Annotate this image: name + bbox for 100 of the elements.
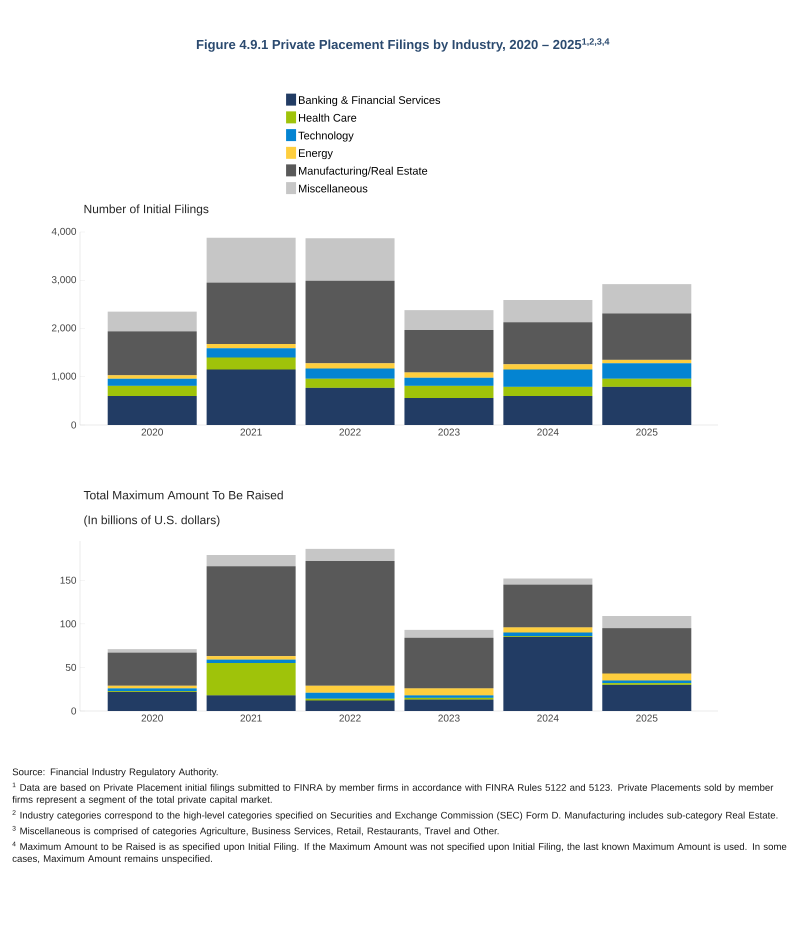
bar: [108, 686, 197, 688]
legend-label: Energy: [298, 149, 333, 160]
x-tick-label: 2023: [438, 714, 460, 722]
bar: [306, 692, 395, 699]
bar: [306, 363, 395, 369]
bar: [602, 378, 692, 387]
bar: [503, 396, 592, 426]
legend-label: Manufacturing/Real Estate: [298, 166, 428, 177]
bar: [602, 363, 692, 379]
bar: [503, 584, 592, 628]
bar: [404, 638, 494, 688]
bar: [602, 628, 692, 674]
bar: [108, 331, 197, 376]
bar: [306, 686, 395, 693]
bar: [404, 398, 494, 426]
bar: [206, 348, 296, 358]
x-tick-label: 2021: [240, 428, 262, 436]
bar: [503, 300, 592, 322]
bar: [602, 314, 692, 360]
bar: [206, 566, 296, 656]
chart-subtitle: Number of Initial Filings: [84, 204, 208, 216]
text: $^{4}$ Maximum Amount to be Raised is as specified upon Initial Filing. If the Maximum Amount was not specified upon Initial Filing, the last known Maximum Amount is used. In some cases, Maximum Amount remains unspecified.: [12, 842, 786, 864]
bar: [108, 649, 197, 653]
x-tick-label: 2025: [636, 428, 658, 436]
bar: [108, 688, 197, 691]
bar: [404, 630, 494, 638]
bar: [206, 660, 296, 664]
y-tick-label: 100: [60, 620, 76, 628]
bar: [206, 663, 296, 696]
text: $^{1}$ Data are based on Private Placement initial filings submitted to FINRA by member firms in accordance with FINRA Rules 5122 and 5123. Private Placements sold by member firms represent a segment of the total private capital market.: [12, 782, 774, 805]
legend-label: Technology: [298, 131, 354, 142]
bar: [602, 680, 692, 684]
bar: [206, 370, 296, 426]
bar: [404, 372, 494, 378]
x-tick-label: 2020: [142, 714, 163, 722]
bar: [503, 632, 592, 636]
bar: [602, 616, 692, 628]
bar: [503, 370, 592, 387]
x-tick-label: 2020: [142, 428, 163, 436]
bar: [503, 636, 592, 712]
y-tick-label: 2,000: [52, 324, 76, 333]
bar: [108, 396, 197, 426]
bar: [404, 700, 494, 712]
chart-title: Figure 4.9.1 Private Placement Filings by Industry, 2020 – 2025$^{1,2,3,4}$: [196, 38, 610, 52]
bar: [503, 364, 592, 370]
bar: [306, 368, 395, 379]
bar: [602, 386, 692, 426]
bar: [404, 378, 494, 386]
text: $^{2}$ Industry categories correspond to the high-level categories specified on Securities and Exchange Commission (SEC) Form D. Manufacturing includes sub-category Real Estate.: [12, 810, 778, 821]
bar: [602, 684, 692, 712]
bar: [108, 312, 197, 332]
bar: [306, 561, 395, 686]
bar: [404, 310, 494, 330]
x-tick-label: 2023: [438, 428, 460, 436]
bar: [306, 378, 395, 388]
bar: [602, 284, 692, 314]
bar: [108, 692, 197, 712]
bar: [306, 388, 395, 426]
bar: [503, 627, 592, 633]
x-tick-label: 2021: [240, 714, 262, 722]
bar: [404, 330, 494, 372]
y-tick-label: 1,000: [52, 372, 76, 381]
bar: [602, 674, 692, 680]
bar: [108, 378, 197, 386]
bar: [206, 695, 296, 712]
bar: [206, 238, 296, 283]
y-tick-label: 0: [71, 421, 76, 429]
bar: [306, 548, 395, 562]
bar: [206, 357, 296, 370]
chart-subtitle: (In billions of U.S. dollars): [84, 515, 220, 527]
bar: [503, 386, 592, 396]
legend-label: Banking & Financial Services: [298, 96, 440, 106]
bar: [306, 700, 395, 712]
y-tick-label: 4,000: [52, 228, 76, 236]
x-tick-label: 2025: [636, 714, 658, 722]
bar: [404, 695, 494, 698]
source-note: Source: Financial Industry Regulatory Authority.: [12, 768, 218, 778]
bar: [108, 652, 197, 686]
bar: [404, 688, 494, 696]
y-tick-label: 50: [66, 664, 76, 671]
legend-label: Miscellaneous: [298, 184, 368, 192]
bar: [206, 344, 296, 348]
chart-title: Total Maximum Amount To Be Raised: [84, 490, 283, 500]
text: $^{3}$ Miscellaneous is comprised of categories Agriculture, Business Services, Retail, Restaurants, Travel and Other.: [12, 826, 499, 836]
bar: [206, 554, 296, 566]
y-tick-label: 150: [60, 576, 76, 584]
bar: [503, 578, 592, 585]
x-tick-label: 2024: [537, 428, 559, 436]
bar: [503, 322, 592, 364]
bar: [108, 386, 197, 396]
x-tick-label: 2022: [339, 428, 361, 436]
bar: [306, 280, 395, 364]
bar: [206, 656, 296, 660]
y-tick-label: 0: [71, 707, 76, 715]
x-tick-label: 2022: [339, 714, 361, 722]
bar: [306, 238, 395, 281]
bar: [206, 282, 296, 344]
x-tick-label: 2024: [537, 714, 559, 722]
y-tick-label: 3,000: [52, 276, 76, 284]
legend-label: Health Care: [298, 114, 356, 122]
